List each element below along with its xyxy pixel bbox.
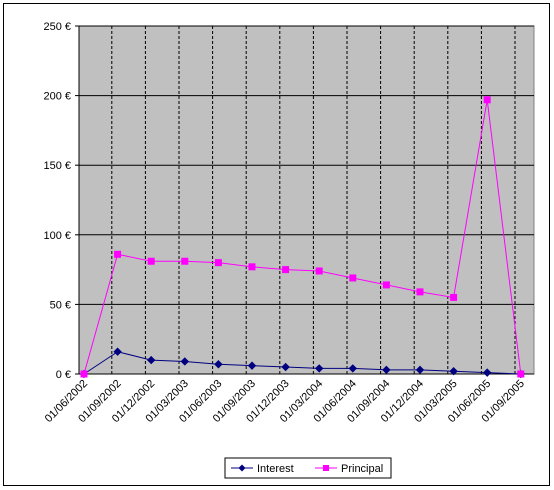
data-point-principal (450, 293, 458, 301)
data-point-principal (214, 259, 222, 267)
data-point-principal (147, 257, 155, 265)
legend-label-interest: Interest (257, 463, 294, 475)
legend-box (224, 457, 392, 479)
data-point-interest (415, 365, 425, 375)
data-point-interest (214, 360, 223, 369)
data-point-principal (248, 263, 256, 271)
data-point-interest (382, 365, 391, 375)
data-point-interest (348, 364, 358, 373)
data-point-principal (382, 281, 390, 289)
data-point-principal (517, 370, 525, 378)
data-point-principal (114, 250, 122, 258)
series-line-principal (83, 99, 522, 375)
y-tick-label: 50 € (50, 299, 71, 311)
series-line-interest (83, 351, 521, 375)
data-point-principal (483, 96, 491, 104)
plot-area (78, 25, 535, 375)
y-tick-label: 150 € (43, 160, 71, 172)
y-tick-label: 100 € (43, 230, 71, 242)
data-point-principal (181, 257, 189, 265)
data-point-interest (281, 362, 290, 372)
y-tick-label: 0 € (56, 369, 71, 381)
data-point-interest (113, 347, 122, 356)
data-point-interest (482, 368, 492, 377)
legend-marker-interest (238, 464, 246, 472)
data-point-principal (416, 288, 424, 296)
data-point-principal (80, 370, 88, 378)
data-point-principal (315, 267, 323, 275)
legend-marker-principal (323, 465, 329, 471)
y-tick-label: 200 € (43, 91, 71, 103)
data-point-interest (314, 364, 324, 373)
data-point-interest (180, 357, 190, 366)
data-point-interest (146, 355, 156, 365)
y-tick-label: 250 € (43, 21, 71, 33)
data-point-interest (247, 361, 257, 370)
legend-label-principal: Principal (341, 463, 383, 475)
data-point-principal (349, 274, 357, 282)
data-point-principal (282, 266, 290, 274)
data-point-interest (449, 367, 458, 376)
